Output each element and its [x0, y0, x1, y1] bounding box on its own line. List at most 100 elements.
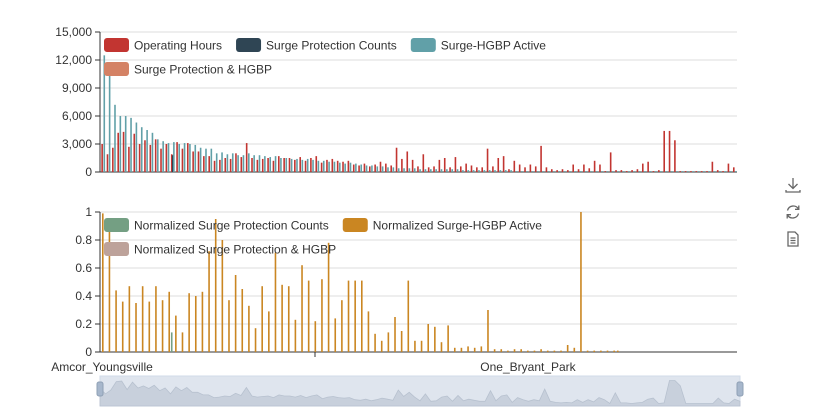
top-bar[interactable] [231, 153, 234, 172]
top-bar[interactable] [221, 152, 223, 172]
bottom-bar[interactable] [175, 315, 177, 352]
top-bar[interactable] [526, 171, 528, 172]
top-bar[interactable] [545, 167, 548, 172]
top-bar[interactable] [167, 143, 170, 172]
top-bar[interactable] [178, 144, 181, 172]
bottom-bar[interactable] [447, 325, 449, 352]
bottom-bar[interactable] [201, 291, 204, 352]
top-bar[interactable] [676, 171, 678, 172]
bottom-bar[interactable] [407, 280, 410, 352]
top-bar[interactable] [647, 161, 649, 172]
bottom-legend-item[interactable]: Normalized Surge Protection Counts [104, 218, 329, 233]
top-bar[interactable] [290, 158, 293, 172]
top-bar[interactable] [165, 144, 168, 172]
bottom-bar[interactable] [135, 303, 137, 352]
top-bar[interactable] [695, 171, 698, 172]
top-bar[interactable] [550, 169, 553, 172]
top-bar[interactable] [609, 152, 612, 172]
top-bar[interactable] [649, 171, 652, 172]
top-bar[interactable] [593, 160, 596, 172]
bottom-bar[interactable] [221, 240, 224, 352]
top-bar[interactable] [160, 148, 162, 172]
top-bar[interactable] [697, 171, 700, 172]
top-bar[interactable] [724, 171, 727, 172]
top-bar[interactable] [299, 157, 301, 172]
top-bar[interactable] [504, 170, 507, 172]
top-bar[interactable] [563, 171, 566, 172]
top-bar[interactable] [547, 171, 550, 172]
top-bar[interactable] [395, 147, 398, 172]
top-bar[interactable] [264, 156, 266, 172]
top-bar[interactable] [658, 170, 660, 172]
top-bar[interactable] [140, 127, 143, 172]
top-bar[interactable] [606, 171, 609, 172]
top-bar[interactable] [339, 162, 341, 172]
bottom-bar[interactable] [500, 349, 503, 352]
top-bar[interactable] [595, 171, 598, 172]
top-bar[interactable] [518, 164, 521, 172]
top-bar[interactable] [130, 117, 132, 172]
top-bar[interactable] [558, 171, 561, 172]
bottom-bar[interactable] [560, 350, 562, 352]
top-bar[interactable] [306, 158, 309, 172]
bottom-bar[interactable] [248, 305, 250, 352]
bottom-bar[interactable] [168, 291, 171, 352]
top-bar[interactable] [542, 171, 545, 172]
top-chart-legend[interactable]: Operating Hours Surge Protection Counts Su… [104, 38, 546, 77]
top-bar[interactable] [172, 155, 174, 172]
top-bar[interactable] [124, 116, 127, 172]
top-bar[interactable] [670, 171, 673, 172]
top-bar[interactable] [703, 171, 705, 172]
top-bar[interactable] [194, 144, 197, 172]
top-bar[interactable] [114, 104, 116, 172]
top-bar[interactable] [440, 169, 443, 172]
top-bar[interactable] [492, 166, 494, 172]
top-bar[interactable] [135, 122, 138, 172]
top-bar[interactable] [352, 164, 355, 172]
bottom-bar[interactable] [301, 265, 303, 352]
top-bar[interactable] [355, 163, 357, 172]
top-bar[interactable] [385, 163, 387, 172]
top-bar[interactable] [237, 155, 239, 172]
top-bar[interactable] [267, 158, 269, 172]
top-bar[interactable] [615, 170, 617, 172]
bottom-bar[interactable] [600, 350, 602, 352]
top-bar[interactable] [449, 167, 451, 172]
bottom-bar[interactable] [460, 347, 463, 352]
bottom-bar[interactable] [148, 301, 151, 352]
top-bar[interactable] [406, 151, 409, 172]
bottom-bar[interactable] [467, 346, 469, 352]
top-legend-item[interactable]: Operating Hours [104, 38, 222, 53]
top-bar[interactable] [502, 156, 505, 172]
top-bar[interactable] [686, 171, 689, 172]
top-bar[interactable] [106, 154, 109, 172]
top-bar[interactable] [577, 169, 580, 172]
top-bar[interactable] [521, 171, 523, 172]
top-bar[interactable] [310, 158, 312, 172]
top-bar[interactable] [497, 158, 500, 172]
top-bar[interactable] [556, 170, 558, 172]
top-bar[interactable] [585, 171, 587, 172]
top-bar[interactable] [652, 171, 655, 172]
bottom-bar[interactable] [194, 296, 197, 352]
top-bar[interactable] [435, 169, 437, 172]
top-bar[interactable] [451, 169, 454, 172]
top-bar[interactable] [261, 158, 264, 172]
top-bar[interactable] [245, 143, 248, 172]
bottom-bar[interactable] [261, 286, 263, 352]
top-bar[interactable] [567, 170, 569, 172]
top-bar[interactable] [379, 161, 382, 172]
top-bar[interactable] [665, 171, 668, 172]
top-bar[interactable] [358, 165, 360, 172]
top-bar[interactable] [588, 168, 591, 172]
top-bar[interactable] [713, 171, 716, 172]
top-bar[interactable] [590, 171, 593, 172]
top-bar[interactable] [285, 158, 288, 172]
bottom-bar[interactable] [281, 284, 283, 352]
top-legend-item[interactable]: Surge Protection Counts [236, 38, 397, 53]
top-bar[interactable] [365, 165, 368, 172]
top-bar[interactable] [401, 158, 403, 172]
top-bar[interactable] [192, 151, 194, 172]
bottom-bar[interactable] [580, 212, 582, 352]
bottom-bar[interactable] [520, 349, 522, 352]
